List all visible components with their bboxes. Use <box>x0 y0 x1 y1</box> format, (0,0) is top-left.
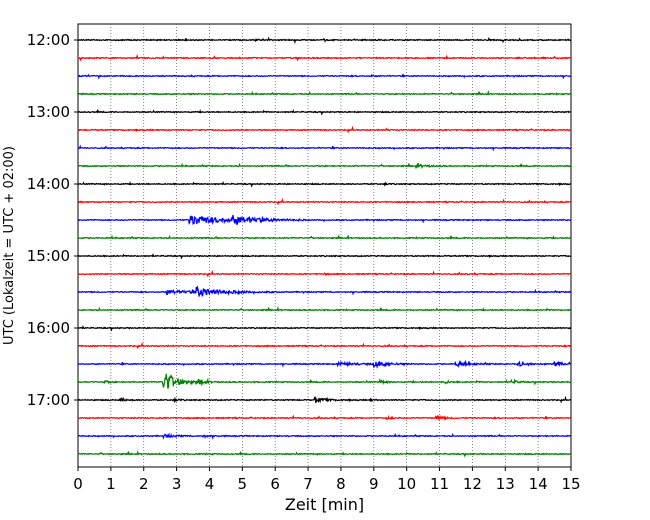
trace-1400 <box>77 180 572 188</box>
x-tick-label: 14 <box>529 475 548 493</box>
x-tick-label: 15 <box>561 475 580 493</box>
trace-1700 <box>77 395 572 404</box>
x-tick-label: 11 <box>430 475 449 493</box>
x-grid <box>110 24 539 467</box>
x-tick-label: 12 <box>463 475 482 493</box>
trace-1415 <box>77 197 572 206</box>
trace-1730 <box>77 432 572 440</box>
trace-1715 <box>77 414 572 422</box>
trace-1200 <box>77 36 572 45</box>
x-tick-label: 2 <box>139 475 149 493</box>
trace-1615 <box>77 341 572 350</box>
x-tick-label: 4 <box>205 475 215 493</box>
y-axis-label: UTC (Lokalzeit = UTC + 02:00) <box>2 146 17 345</box>
trace-1745 <box>77 450 572 458</box>
x-axis-ticks: 0 1 2 3 4 5 6 7 8 9 10 11 12 13 14 15 <box>73 467 581 493</box>
x-tick-label: 10 <box>397 475 416 493</box>
x-tick-label: 13 <box>496 475 515 493</box>
trace-1315 <box>77 125 572 134</box>
y-axis-ticks: 12:00 13:00 14:00 15:00 16:00 17:00 <box>27 31 78 409</box>
y-tick-label: 15:00 <box>27 247 70 265</box>
x-tick-label: 3 <box>172 475 182 493</box>
trace-1530 <box>77 285 572 298</box>
x-tick-label: 7 <box>303 475 313 493</box>
trace-1245 <box>77 90 572 96</box>
trace-1645 <box>77 373 572 389</box>
x-tick-label: 5 <box>238 475 248 493</box>
x-tick-label: 9 <box>369 475 379 493</box>
trace-1330 <box>77 144 572 152</box>
trace-1445 <box>77 234 572 240</box>
x-tick-label: 1 <box>106 475 116 493</box>
trace-1215 <box>77 53 572 62</box>
trace-1430 <box>77 214 572 226</box>
y-tick-label: 17:00 <box>27 391 70 409</box>
x-axis-label: Zeit [min] <box>285 495 364 514</box>
trace-1300 <box>77 108 572 116</box>
y-tick-label: 13:00 <box>27 103 70 121</box>
x-tick-label: 0 <box>73 475 83 493</box>
trace-1515 <box>77 269 572 278</box>
x-tick-label: 8 <box>336 475 346 493</box>
trace-1545 <box>77 306 572 312</box>
trace-1600 <box>77 324 572 332</box>
seismic-traces <box>77 36 572 458</box>
trace-1500 <box>77 252 572 260</box>
trace-1230 <box>77 73 572 80</box>
trace-1345 <box>77 162 572 170</box>
trace-1630 <box>77 359 572 369</box>
y-tick-label: 12:00 <box>27 31 70 49</box>
y-tick-label: 16:00 <box>27 319 70 337</box>
plot-frame <box>77 23 572 468</box>
y-tick-label: 14:00 <box>27 175 70 193</box>
x-tick-label: 6 <box>270 475 280 493</box>
